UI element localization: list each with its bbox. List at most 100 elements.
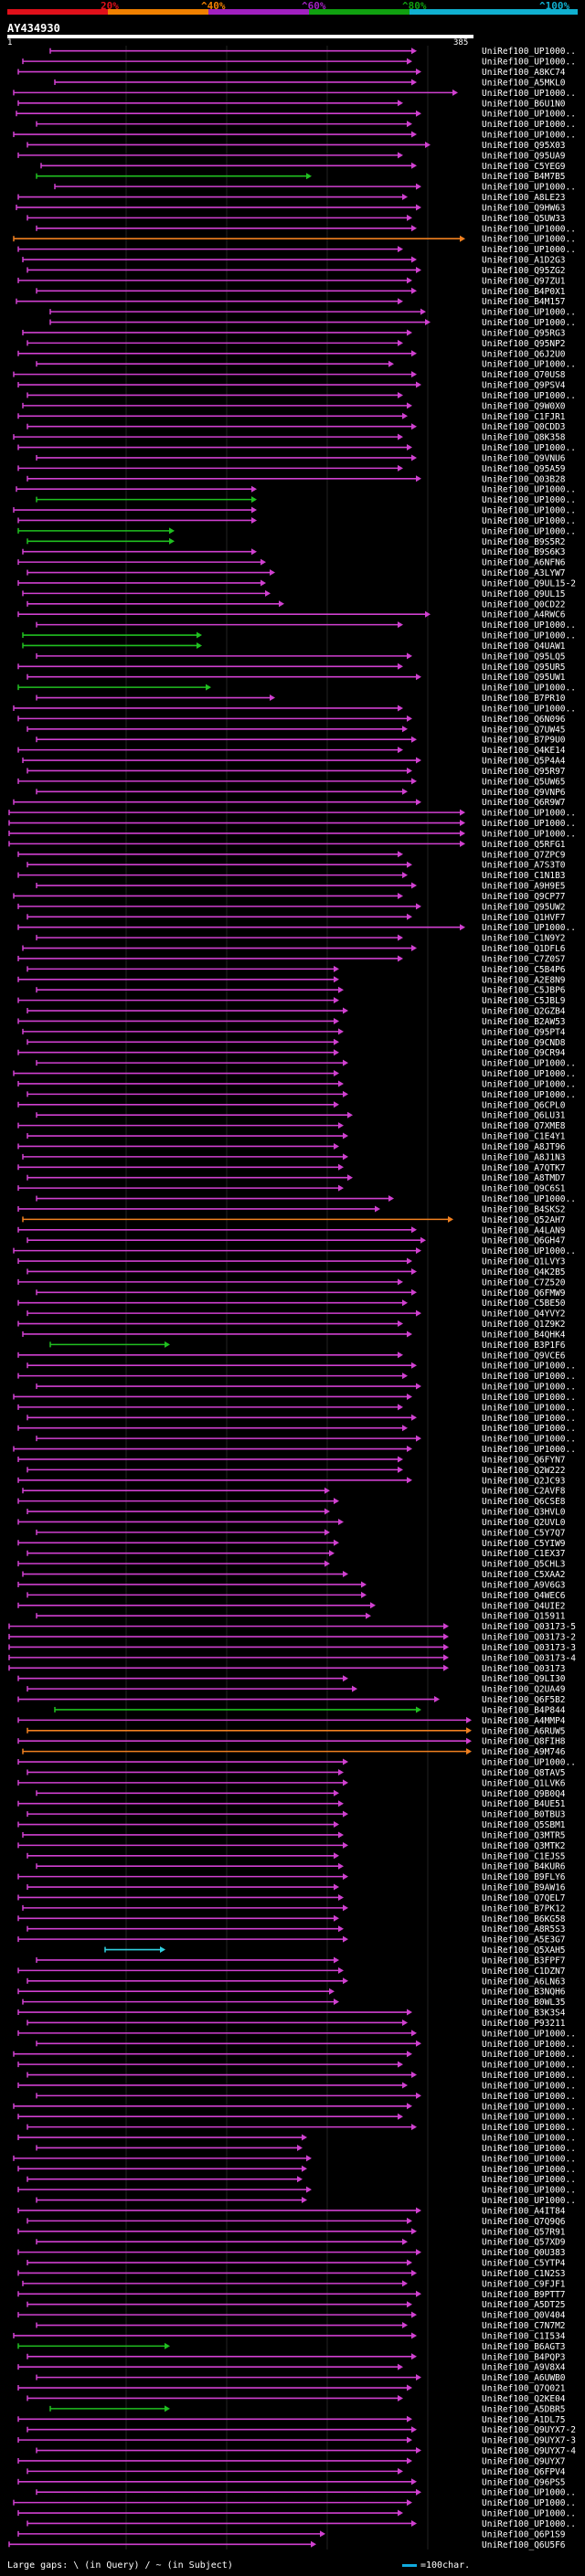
alignment-row[interactable]: UniRef100_UP1000.. [8,819,576,829]
hit-label[interactable]: UniRef100_Q9VCE6 [482,1351,566,1361]
hit-label[interactable]: UniRef100_Q57XD9 [482,2238,566,2248]
alignment-row[interactable]: UniRef100_UP1000.. [16,485,576,495]
alignment-row[interactable]: UniRef100_A4MMP4 [17,1716,566,1726]
hit-label[interactable]: UniRef100_UP1000.. [482,2154,576,2164]
alignment-row[interactable]: UniRef100_Q4YVY2 [27,1309,566,1320]
hit-label[interactable]: UniRef100_A5DBR5 [482,2404,566,2414]
alignment-row[interactable]: UniRef100_Q3MTR5 [22,1830,566,1840]
alignment-row[interactable]: UniRef100_A4LAN9 [17,1225,566,1235]
hit-label[interactable]: UniRef100_Q2W222 [482,1466,566,1476]
alignment-row[interactable]: UniRef100_Q8K358 [13,433,566,443]
alignment-row[interactable]: UniRef100_UP1000.. [13,2154,576,2164]
hit-label[interactable]: UniRef100_UP1000.. [482,1372,576,1382]
hit-label[interactable]: UniRef100_Q7XME8 [482,1121,566,1131]
alignment-row[interactable]: UniRef100_Q03173 [8,1664,566,1674]
alignment-row[interactable]: UniRef100_UP1000.. [36,2488,576,2498]
hit-label[interactable]: UniRef100_Q4UAW1 [482,641,566,652]
hit-label[interactable]: UniRef100_Q6N096 [482,715,566,725]
hit-label[interactable]: UniRef100_Q0CD22 [482,599,566,610]
alignment-row[interactable]: UniRef100_UP1000.. [13,506,576,516]
hit-label[interactable]: UniRef100_A6RUW5 [482,1726,566,1736]
hit-label[interactable]: UniRef100_Q5P4A4 [482,757,566,767]
alignment-row[interactable]: UniRef100_Q5P4A4 [22,757,566,767]
alignment-row[interactable]: UniRef100_B9AW16 [27,1883,566,1893]
alignment-row[interactable]: UniRef100_Q6F5B2 [17,1695,566,1705]
hit-label[interactable]: UniRef100_B7P9U0 [482,736,566,746]
hit-label[interactable]: UniRef100_UP1000.. [482,2102,576,2112]
alignment-row[interactable]: UniRef100_Q7Q9Q6 [27,2217,566,2227]
hit-label[interactable]: UniRef100_B9S6K3 [482,547,566,557]
alignment-row[interactable]: UniRef100_A5MKL0 [54,78,566,88]
hit-label[interactable]: UniRef100_UP1000.. [482,2040,576,2050]
alignment-row[interactable]: UniRef100_UP1000.. [36,360,576,370]
hit-label[interactable]: UniRef100_UP1000.. [482,235,576,245]
alignment-row[interactable]: UniRef100_Q03B28 [27,474,566,484]
alignment-row[interactable]: UniRef100_Q1LVY3 [17,1257,566,1267]
hit-label[interactable]: UniRef100_B4KUR6 [482,1862,566,1872]
hit-label[interactable]: UniRef100_C5XAA2 [482,1570,566,1580]
hit-label[interactable]: UniRef100_Q95UR5 [482,663,566,673]
alignment-row[interactable]: UniRef100_UP1000.. [36,120,576,130]
alignment-row[interactable]: UniRef100_Q9UYX7-4 [36,2446,576,2456]
hit-label[interactable]: UniRef100_C1N2S3 [482,2269,566,2279]
alignment-row[interactable]: UniRef100_UP1000.. [17,2134,576,2144]
alignment-row[interactable]: UniRef100_Q2UVL0 [17,1518,566,1528]
hit-label[interactable]: UniRef100_A4MMP4 [482,1716,566,1726]
hit-label[interactable]: UniRef100_C1EJS5 [482,1851,566,1861]
alignment-row[interactable]: UniRef100_Q96PS5 [17,2477,566,2487]
alignment-row[interactable]: UniRef100_Q0CD22 [27,599,566,610]
hit-label[interactable]: UniRef100_Q2UVL0 [482,1518,566,1528]
hit-label[interactable]: UniRef100_Q5RFG1 [482,840,566,850]
hit-label[interactable]: UniRef100_P93211 [482,2019,566,2029]
alignment-row[interactable]: UniRef100_C7Z520 [17,1277,566,1288]
alignment-row[interactable]: UniRef100_UP1000.. [17,526,576,536]
alignment-row[interactable]: UniRef100_Q9UYX7-3 [17,2436,576,2446]
alignment-row[interactable]: UniRef100_Q7UW45 [27,725,566,735]
hit-label[interactable]: UniRef100_Q7UW45 [482,725,566,735]
alignment-row[interactable]: UniRef100_UP1000.. [13,704,576,714]
hit-label[interactable]: UniRef100_UP1000.. [482,2196,576,2206]
alignment-row[interactable]: UniRef100_A8JT96 [17,1142,566,1152]
alignment-row[interactable]: UniRef100_B4UE51 [17,1799,566,1809]
hit-label[interactable]: UniRef100_Q3MTR5 [482,1830,566,1840]
alignment-row[interactable]: UniRef100_UP1000.. [54,183,576,193]
alignment-row[interactable]: UniRef100_UP1000.. [36,495,576,505]
hit-label[interactable]: UniRef100_UP1000.. [482,2488,576,2498]
hit-label[interactable]: UniRef100_C1FJR1 [482,412,566,422]
alignment-row[interactable]: UniRef100_UP1000.. [36,1383,576,1393]
alignment-row[interactable]: UniRef100_UP1000.. [36,1194,576,1204]
hit-label[interactable]: UniRef100_A7S3T0 [482,861,566,871]
hit-label[interactable]: UniRef100_B0WL35 [482,1998,566,2008]
alignment-row[interactable]: UniRef100_A8R5S3 [27,1924,566,1935]
alignment-row[interactable]: UniRef100_UP1000.. [17,2113,576,2123]
hit-label[interactable]: UniRef100_UP1000.. [482,1403,576,1413]
alignment-row[interactable]: UniRef100_Q7ZPC9 [17,850,566,860]
hit-label[interactable]: UniRef100_C5JBL9 [482,996,566,1006]
alignment-row[interactable]: UniRef100_C5YTP4 [27,2259,566,2269]
alignment-row[interactable]: UniRef100_B4M157 [16,297,566,307]
alignment-row[interactable]: UniRef100_UP1000.. [27,2519,576,2529]
alignment-row[interactable]: UniRef100_UP1000.. [17,1424,576,1434]
alignment-row[interactable]: UniRef100_B9FLY6 [17,1872,566,1882]
alignment-row[interactable]: UniRef100_C1N2S3 [17,2269,566,2279]
alignment-row[interactable]: UniRef100_Q70US8 [13,370,566,380]
hit-label[interactable]: UniRef100_C7Z520 [482,1277,566,1288]
alignment-row[interactable]: UniRef100_C7N7M2 [36,2321,566,2331]
hit-label[interactable]: UniRef100_UP1000.. [482,2509,576,2519]
alignment-row[interactable]: UniRef100_UP1000.. [36,2092,576,2102]
hit-label[interactable]: UniRef100_UP1000.. [482,1383,576,1393]
alignment-row[interactable]: UniRef100_Q95A59 [17,464,566,474]
hit-label[interactable]: UniRef100_UP1000.. [482,1194,576,1204]
alignment-row[interactable]: UniRef100_Q95UW1 [27,673,566,683]
alignment-row[interactable]: UniRef100_Q5CHL3 [17,1560,566,1570]
alignment-row[interactable]: UniRef100_A8J1N3 [22,1152,566,1162]
alignment-row[interactable]: UniRef100_A9H9E5 [36,882,566,892]
alignment-row[interactable]: UniRef100_A8LE23 [17,193,566,203]
alignment-row[interactable]: UniRef100_UP1000.. [36,224,576,234]
alignment-row[interactable]: UniRef100_UP1000.. [17,684,576,694]
hit-label[interactable]: UniRef100_B6KG58 [482,1914,566,1924]
hit-label[interactable]: UniRef100_B4QHK4 [482,1330,566,1340]
hit-label[interactable]: UniRef100_A8KC74 [482,68,566,78]
alignment-row[interactable]: UniRef100_Q4K2B5 [27,1267,566,1277]
alignment-row[interactable]: UniRef100_UP1000.. [49,47,576,57]
